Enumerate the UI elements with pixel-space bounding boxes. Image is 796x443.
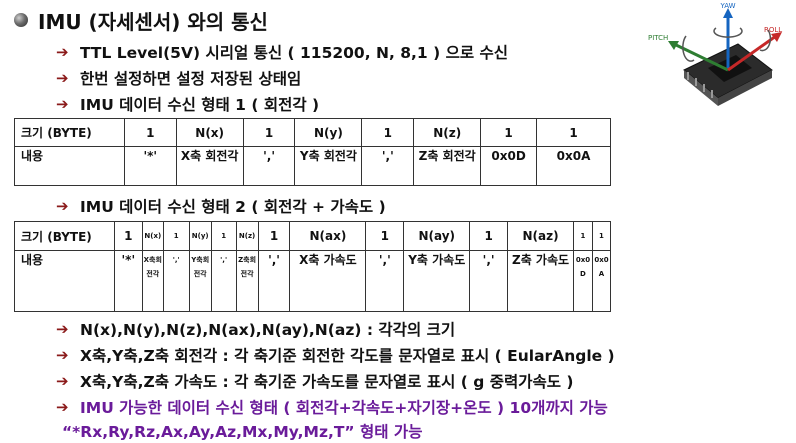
table-cell: 1 bbox=[162, 221, 190, 251]
arrow-bullet-icon: ➔ bbox=[56, 43, 69, 61]
table-cell: 0x0A bbox=[591, 250, 612, 312]
bullet-setting: ➔ 한번 설정하면 설정 저장된 상태임 bbox=[56, 67, 301, 89]
table-cell: '*' bbox=[123, 146, 177, 186]
table-cell: ',' bbox=[365, 250, 405, 312]
pitch-rotation-icon bbox=[682, 35, 695, 62]
table-row-size: 크기 (BYTE) 1 N(x) 1 N(y) 1 N(z) 1 N(ax) 1… bbox=[14, 221, 612, 251]
table-cell: 크기 (BYTE) bbox=[14, 221, 115, 251]
table-cell: ',' bbox=[242, 146, 296, 186]
arrow-bullet-icon: ➔ bbox=[56, 69, 69, 87]
table-cell: ',' bbox=[469, 250, 509, 312]
table-cell: 1 bbox=[210, 221, 237, 251]
note-text: IMU 가능한 데이터 수신 형태 ( 회전각+각속도+자기장+온도 ) 10개… bbox=[80, 399, 608, 417]
bullet-text: IMU 데이터 수신 형태 2 ( 회전각 + 가속도 ) bbox=[80, 198, 386, 216]
note-sizes: ➔ N(x),N(y),N(z),N(ax),N(ay),N(az) : 각각의… bbox=[56, 318, 455, 340]
roll-rotation-icon bbox=[759, 29, 772, 52]
bullet-format1: ➔ IMU 데이터 수신 형태 1 ( 회전각 ) bbox=[56, 93, 319, 115]
table-cell: 1 bbox=[536, 118, 611, 147]
arrow-bullet-icon: ➔ bbox=[56, 197, 69, 215]
arrow-bullet-icon: ➔ bbox=[56, 346, 69, 364]
roll-arrow-icon bbox=[771, 32, 782, 42]
table-cell: Z축 회전각 bbox=[413, 146, 482, 186]
table-cell: N(y) bbox=[188, 221, 212, 251]
note-text: N(x),N(y),N(z),N(ax),N(ay),N(az) : 각각의 크… bbox=[80, 321, 456, 339]
table-cell: 내용 bbox=[14, 250, 115, 312]
yaw-rotation-icon bbox=[713, 27, 743, 38]
table-row-size: 크기 (BYTE) 1 N(x) 1 N(y) 1 N(z) 1 1 bbox=[14, 118, 611, 147]
bullet-format2: ➔ IMU 데이터 수신 형태 2 ( 회전각 + 가속도 ) bbox=[56, 195, 386, 217]
table-row-content: 내용 '*' X축 회전각 ',' Y축 회전각 ',' Z축 회전각 0x0D… bbox=[14, 146, 611, 186]
table-cell: ',' bbox=[257, 250, 291, 312]
table-cell: N(z) bbox=[413, 118, 482, 147]
bullet-ttl: ➔ TTL Level(5V) 시리얼 통신 ( 115200, N, 8,1 … bbox=[56, 41, 508, 63]
table-cell: 0x0D bbox=[480, 146, 538, 186]
pitch-arrow-icon bbox=[668, 41, 679, 50]
imu-orientation-diagram: YAW PITCH ROLL bbox=[648, 2, 782, 106]
table-cell: X축 가속도 bbox=[289, 250, 367, 312]
table-cell: 1 bbox=[572, 221, 593, 251]
table-cell: 1 bbox=[113, 221, 143, 251]
table-cell: Z축 가속도 bbox=[507, 250, 574, 312]
note-accel: ➔ X축,Y축,Z축 가속도 : 각 축기준 가속도를 문자열로 표시 ( g … bbox=[56, 370, 574, 392]
bullet-text: 한번 설정하면 설정 저장된 상태임 bbox=[80, 70, 302, 88]
table-cell: '*' bbox=[113, 250, 143, 312]
note-text: X축,Y축,Z축 회전각 : 각 축기준 회전한 각도를 문자열로 표시 ( E… bbox=[80, 347, 615, 365]
page-title: IMU (자세센서) 와의 통신 bbox=[38, 10, 268, 34]
arrow-bullet-icon: ➔ bbox=[56, 320, 69, 338]
table-cell: 0x0A bbox=[536, 146, 611, 186]
table-cell: 1 bbox=[123, 118, 177, 147]
imu-format2-table: 크기 (BYTE) 1 N(x) 1 N(y) 1 N(z) 1 N(ax) 1… bbox=[14, 221, 612, 312]
table-cell: Z축회전각 bbox=[235, 250, 259, 312]
roll-label: ROLL bbox=[764, 26, 782, 34]
arrow-bullet-icon: ➔ bbox=[56, 372, 69, 390]
table-cell: Y축 가속도 bbox=[403, 250, 471, 312]
note-rotation: ➔ X축,Y축,Z축 회전각 : 각 축기준 회전한 각도를 문자열로 표시 (… bbox=[56, 344, 615, 366]
table-cell: N(az) bbox=[507, 221, 574, 251]
imu-format1-table: 크기 (BYTE) 1 N(x) 1 N(y) 1 N(z) 1 1 내용 '*… bbox=[14, 118, 611, 186]
table-cell: Y축 회전각 bbox=[294, 146, 363, 186]
pitch-label: PITCH bbox=[648, 34, 668, 42]
table-cell: N(y) bbox=[294, 118, 363, 147]
table-cell: X축 회전각 bbox=[175, 146, 244, 186]
table-cell: 1 bbox=[361, 118, 415, 147]
table-cell: ',' bbox=[210, 250, 237, 312]
table-cell: 1 bbox=[591, 221, 612, 251]
note-text: X축,Y축,Z축 가속도 : 각 축기준 가속도를 문자열로 표시 ( g 중력… bbox=[80, 373, 574, 391]
table-cell: 1 bbox=[365, 221, 405, 251]
table-cell: ',' bbox=[361, 146, 415, 186]
table-cell: N(z) bbox=[235, 221, 259, 251]
note-capability: ➔ IMU 가능한 데이터 수신 형태 ( 회전각+각속도+자기장+온도 ) 1… bbox=[56, 396, 608, 418]
yaw-arrow-icon bbox=[723, 8, 733, 18]
table-cell: ',' bbox=[162, 250, 190, 312]
bullet-text: TTL Level(5V) 시리얼 통신 ( 115200, N, 8,1 ) … bbox=[80, 44, 509, 62]
table-cell: N(x) bbox=[141, 221, 164, 251]
yaw-label: YAW bbox=[719, 2, 735, 10]
roll-axis bbox=[727, 34, 777, 72]
table-row-content: 내용 '*' X축회전각 ',' Y축회전각 ',' Z축회전각 ',' X축 … bbox=[14, 250, 612, 312]
arrow-bullet-icon: ➔ bbox=[56, 95, 69, 113]
title-bullet-icon bbox=[14, 13, 28, 27]
arrow-bullet-icon: ➔ bbox=[56, 398, 69, 416]
table-cell: N(ax) bbox=[289, 221, 367, 251]
table-cell: 크기 (BYTE) bbox=[14, 118, 125, 147]
table-cell: 1 bbox=[257, 221, 291, 251]
table-cell: 1 bbox=[469, 221, 509, 251]
footer-text: “*Rx,Ry,Rz,Ax,Ay,Az,Mx,My,Mz,T” 형태 가능 bbox=[62, 423, 423, 441]
footer-format: “*Rx,Ry,Rz,Ax,Ay,Az,Mx,My,Mz,T” 형태 가능 bbox=[62, 420, 422, 442]
table-cell: Y축회전각 bbox=[188, 250, 212, 312]
table-cell: 1 bbox=[480, 118, 538, 147]
table-cell: 0x0D bbox=[572, 250, 593, 312]
bullet-text: IMU 데이터 수신 형태 1 ( 회전각 ) bbox=[80, 96, 320, 114]
table-cell: N(x) bbox=[175, 118, 244, 147]
table-cell: 내용 bbox=[14, 146, 125, 186]
table-cell: N(ay) bbox=[403, 221, 471, 251]
table-cell: 1 bbox=[242, 118, 296, 147]
table-cell: X축회전각 bbox=[141, 250, 164, 312]
